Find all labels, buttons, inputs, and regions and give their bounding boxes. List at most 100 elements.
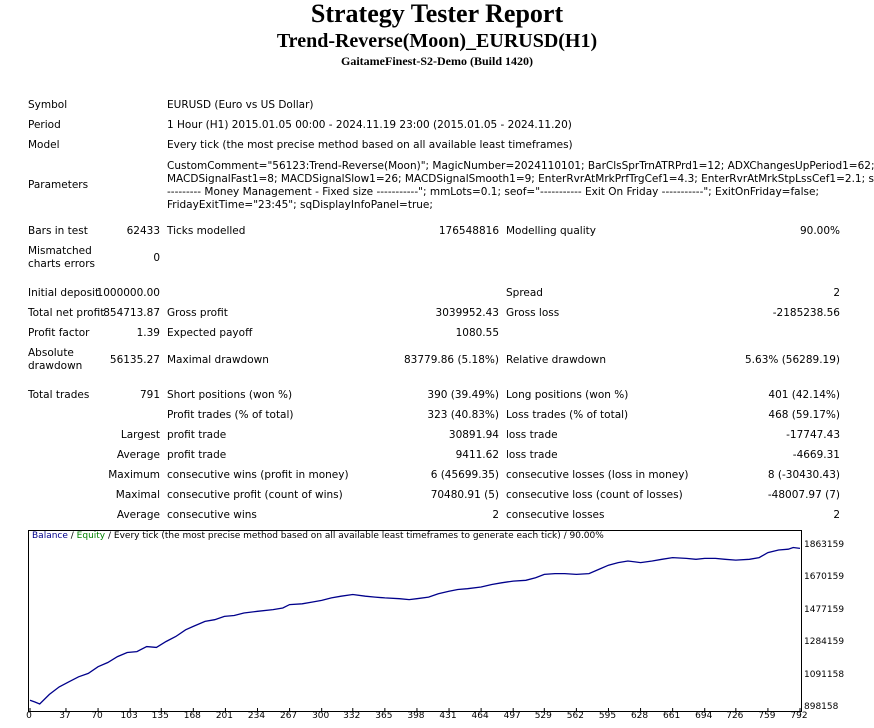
strategy-name: Trend-Reverse(Moon)_EURUSD(H1) <box>276 30 598 52</box>
deposit-label: Initial deposit <box>28 287 100 299</box>
model-label: Model <box>28 139 60 151</box>
trades-value: 791 <box>139 389 160 401</box>
symbol-value: EURUSD (Euro vs US Dollar) <box>167 99 314 111</box>
y-tick-label: 898158 <box>804 702 839 712</box>
grossloss-value: -2185238.56 <box>772 307 840 319</box>
avgcons-label: Average <box>116 509 160 521</box>
x-tick-label: 267 <box>279 711 298 721</box>
deposit-value: 1000000.00 <box>96 287 160 299</box>
x-tick-label: 464 <box>471 711 489 721</box>
y-tick-label: 1284159 <box>804 637 845 648</box>
balance-line <box>29 546 801 705</box>
x-tick-label: 332 <box>343 711 361 721</box>
maxlosses-value: 8 (-30430.43) <box>767 469 840 481</box>
quality-label: Modelling quality <box>506 225 596 237</box>
x-tick-label: 529 <box>534 711 552 721</box>
reldd-value: 5.63% (56289.19) <box>745 354 840 366</box>
maxloss-label: consecutive loss (count of losses) <box>506 489 683 501</box>
parameters-label: Parameters <box>28 179 89 191</box>
profittrades-label: Profit trades (% of total) <box>167 409 294 421</box>
spread-value: 2 <box>833 287 840 299</box>
bars-value: 62433 <box>126 225 160 237</box>
short-label: Short positions (won %) <box>167 389 293 401</box>
netprofit-label: Total net profit <box>28 307 105 319</box>
maxwins-value: 6 (45699.35) <box>430 469 499 481</box>
grossprofit-label: Gross profit <box>167 307 228 319</box>
losstrades-value: 468 (59.17%) <box>768 409 840 421</box>
avgwins-value: 2 <box>492 509 499 521</box>
average-loss-value: -4669.31 <box>792 449 840 461</box>
x-tick-label: 168 <box>183 711 201 721</box>
expected-label: Expected payoff <box>167 327 253 339</box>
report-title: Strategy Tester Report <box>310 0 564 28</box>
x-tick-label: 365 <box>375 711 393 721</box>
mismatch-label-1: Mismatched <box>28 245 92 257</box>
y-tick-label: 1670159 <box>804 572 845 583</box>
absdd-label-1: Absolute <box>28 347 74 359</box>
x-tick-label: 398 <box>407 711 425 721</box>
parameters-line-4: FridayExitTime="23:45"; sqDisplayInfoPan… <box>167 199 433 211</box>
largest-loss-label: loss trade <box>506 429 558 441</box>
legend-equity: Equity <box>76 531 106 541</box>
x-tick-label: 792 <box>790 711 808 721</box>
spread-label: Spread <box>506 287 543 299</box>
average-label: Average <box>116 449 160 461</box>
symbol-label: Symbol <box>28 99 68 111</box>
maxwins-label: consecutive wins (profit in money) <box>167 469 349 481</box>
x-tick-label: 726 <box>726 711 744 721</box>
x-tick-label: 759 <box>758 711 776 721</box>
x-tick-label: 661 <box>663 711 681 721</box>
x-tick-label: 562 <box>566 711 584 721</box>
maxdd-label: Maximal drawdown <box>167 354 269 366</box>
period-label: Period <box>28 119 61 131</box>
ticks-label: Ticks modelled <box>167 225 246 237</box>
avglosses-label: consecutive losses <box>506 509 605 521</box>
ticks-value: 176548816 <box>438 225 499 237</box>
maxloss-value: -48007.97 (7) <box>767 489 840 501</box>
x-tick-label: 0 <box>26 711 32 721</box>
largest-label: Largest <box>120 429 160 441</box>
maxdd-value: 83779.86 (5.18%) <box>404 354 499 366</box>
bars-label: Bars in test <box>28 225 88 237</box>
x-tick-label: 595 <box>598 711 617 721</box>
x-tick-label: 234 <box>247 711 266 721</box>
absdd-label-2: drawdown <box>28 360 83 372</box>
model-value: Every tick (the most precise method base… <box>167 139 573 151</box>
losstrades-label: Loss trades (% of total) <box>506 409 629 421</box>
x-tick-label: 135 <box>151 711 169 721</box>
largest-profit-value: 30891.94 <box>448 429 499 441</box>
legend-sep: / <box>67 531 77 541</box>
maxlosses-label: consecutive losses (loss in money) <box>506 469 689 481</box>
maximal-label: Maximal <box>115 489 160 501</box>
expected-value: 1080.55 <box>455 327 499 339</box>
x-tick-label: 694 <box>695 711 713 721</box>
long-value: 401 (42.14%) <box>768 389 840 401</box>
mismatch-label-2: charts errors <box>28 258 95 270</box>
profittrades-value: 323 (40.83%) <box>427 409 499 421</box>
avglosses-value: 2 <box>833 509 840 521</box>
x-tick-label: 70 <box>91 711 103 721</box>
y-tick-label: 1091158 <box>804 669 845 680</box>
y-tick-label: 1863159 <box>804 540 845 550</box>
maximum-label: Maximum <box>108 469 160 481</box>
average-profit-value: 9411.62 <box>455 449 499 461</box>
x-tick-label: 300 <box>312 711 330 721</box>
short-value: 390 (39.49%) <box>427 389 499 401</box>
y-tick-label: 1477159 <box>804 604 845 615</box>
maxprofit-label: consecutive profit (count of wins) <box>167 489 343 501</box>
maxprofit-value: 70480.91 (5) <box>430 489 499 501</box>
parameters-line-1: CustomComment="56123:Trend-Reverse(Moon)… <box>167 160 874 172</box>
balance-chart-svg <box>29 546 801 711</box>
x-tick-label: 201 <box>215 711 233 721</box>
avgwins-label: consecutive wins <box>167 509 257 521</box>
x-tick-label: 628 <box>630 711 649 721</box>
chart-legend: Balance / Equity / Every tick (the most … <box>32 531 604 541</box>
x-tick-label: 497 <box>503 711 521 721</box>
mismatch-value: 0 <box>153 252 160 264</box>
largest-loss-value: -17747.43 <box>786 429 840 441</box>
largest-profit-label: profit trade <box>167 429 227 441</box>
average-profit-label: profit trade <box>167 449 227 461</box>
absdd-value: 56135.27 <box>109 354 160 366</box>
x-tick-label: 103 <box>120 711 138 721</box>
grossloss-label: Gross loss <box>506 307 560 319</box>
